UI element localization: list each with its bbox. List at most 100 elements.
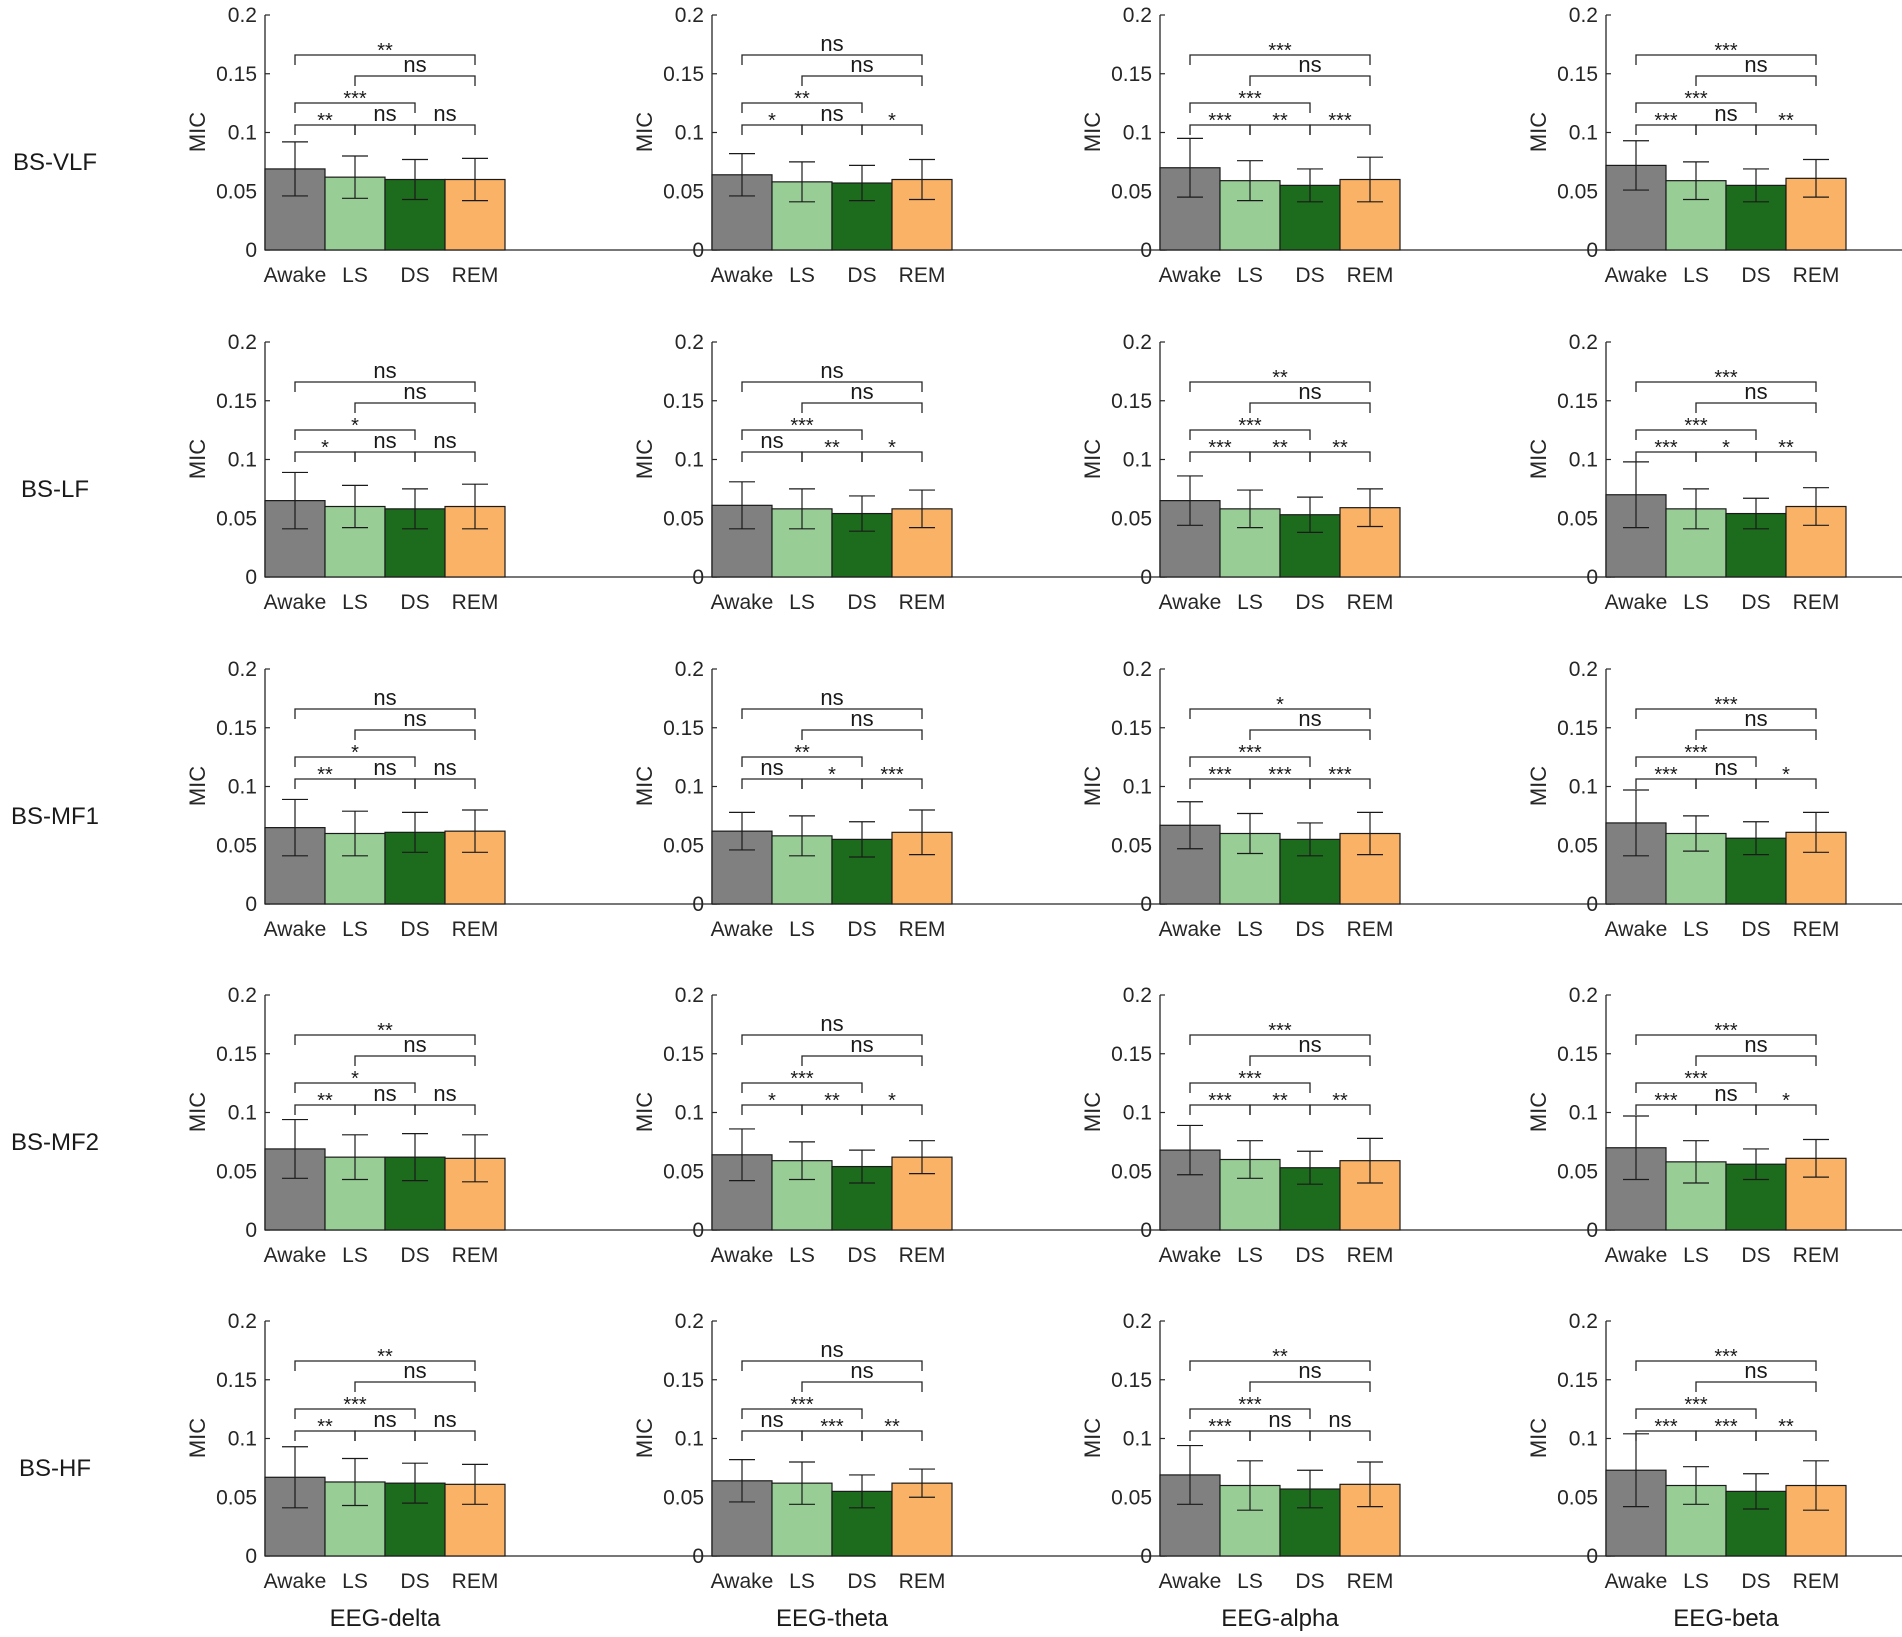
y-tick-label: 0.2 [1123,1310,1152,1333]
x-tick-label: DS [1295,1244,1324,1267]
y-tick-label: 0.1 [1123,776,1152,799]
y-tick-label: 0.05 [663,834,704,857]
significance-bracket [741,1082,863,1093]
x-tick-label: REM [899,264,946,287]
significance-bracket [414,1104,476,1115]
significance-label: ns [850,1358,873,1383]
significance-label: ** [317,1416,333,1438]
significance-label: ns [373,428,396,453]
significance-bracket [1695,1381,1817,1392]
y-tick-label: 0.15 [663,63,704,86]
x-tick-label: REM [1793,1570,1840,1593]
significance-bracket [354,1381,476,1392]
y-tick-label: 0.1 [228,1102,257,1125]
significance-label: *** [1238,742,1262,764]
y-axis-label: MIC [185,1092,210,1132]
significance-label: *** [1238,88,1262,110]
y-axis-label: MIC [1080,1092,1105,1132]
column-label: EEG-theta [776,1605,889,1632]
x-tick-label: LS [342,918,368,941]
significance-bracket [741,756,863,767]
significance-label: *** [1714,1416,1738,1438]
significance-label: ns [403,52,426,77]
x-tick-label: REM [1347,1244,1394,1267]
y-axis-label: MIC [632,1418,657,1458]
y-tick-label: 0.1 [675,122,704,145]
y-tick-label: 0.05 [1111,1160,1152,1183]
y-tick-label: 0 [1586,1219,1598,1242]
significance-label: ** [317,110,333,132]
significance-label: ** [1778,437,1794,459]
significance-label: *** [1268,764,1292,786]
y-tick-label: 0 [1140,1545,1152,1568]
y-axis-label: MIC [1080,766,1105,806]
significance-bracket [294,1082,416,1093]
row-label: BS-HF [19,1455,91,1482]
y-tick-label: 0.1 [1123,1102,1152,1125]
y-axis-label: MIC [185,766,210,806]
x-tick-label: DS [847,1244,876,1267]
x-tick-label: Awake [1159,1570,1222,1593]
y-tick-label: 0 [1140,239,1152,262]
significance-bracket [741,708,923,719]
significance-label: ns [1744,1358,1767,1383]
significance-label: ns [433,101,456,126]
significance-bracket [294,381,476,392]
significance-bracket [1635,54,1817,65]
x-tick-label: DS [1295,1570,1324,1593]
bar [831,838,893,905]
y-tick-label: 0.2 [1569,1310,1598,1333]
significance-label: *** [343,88,367,110]
significance-label: ns [1744,1032,1767,1057]
x-tick-label: REM [452,591,499,614]
y-tick-label: 0.2 [228,331,257,354]
significance-label: ns [820,685,843,710]
y-axis-label: MIC [1526,1418,1551,1458]
y-tick-label: 0.2 [228,1310,257,1333]
significance-label: ** [794,742,810,764]
significance-label: *** [1684,1068,1708,1090]
significance-bracket [1249,402,1371,413]
significance-label: *** [1654,110,1678,132]
y-tick-label: 0.05 [1557,180,1598,203]
significance-label: ns [820,101,843,126]
significance-bracket [1695,75,1817,86]
significance-bracket [1755,1430,1817,1441]
y-tick-label: 0.2 [1123,4,1152,27]
significance-label: *** [1238,415,1262,437]
x-tick-label: DS [1295,918,1324,941]
significance-bracket [1635,756,1757,767]
y-tick-label: 0 [1586,893,1598,916]
significance-label: ns [760,428,783,453]
y-axis-label: MIC [1526,1092,1551,1132]
significance-label: *** [1654,1416,1678,1438]
significance-bracket [1695,1104,1757,1115]
significance-bracket [354,402,476,413]
y-tick-label: 0.15 [216,717,257,740]
significance-bracket [294,1034,476,1045]
significance-label: ns [820,1011,843,1036]
significance-bracket [1309,778,1371,789]
x-tick-label: DS [1295,591,1324,614]
significance-bracket [801,124,863,135]
x-tick-label: LS [1237,918,1263,941]
significance-label: *** [1714,40,1738,62]
significance-label: ns [760,1407,783,1432]
significance-label: * [768,110,776,132]
y-tick-label: 0.15 [1111,390,1152,413]
significance-label: ** [1272,110,1288,132]
significance-label: ** [884,1416,900,1438]
significance-label: *** [1684,742,1708,764]
y-tick-label: 0.2 [675,331,704,354]
significance-label: *** [1268,40,1292,62]
significance-bracket [1695,124,1757,135]
significance-bracket [1755,451,1817,462]
x-tick-label: REM [899,591,946,614]
significance-label: ns [1328,1407,1351,1432]
y-tick-label: 0.15 [1557,1369,1598,1392]
y-tick-label: 0.1 [1569,776,1598,799]
significance-bracket [294,102,416,113]
